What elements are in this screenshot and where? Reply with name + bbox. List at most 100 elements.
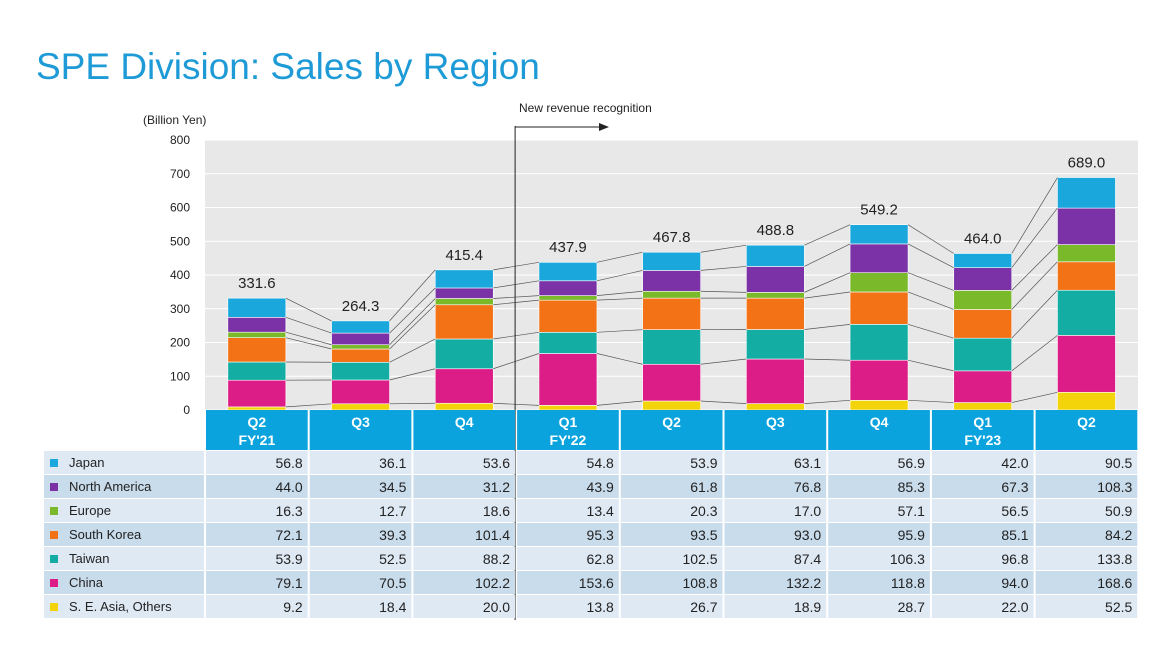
series-label: S. E. Asia, Others xyxy=(69,599,172,614)
table-value: 93.0 xyxy=(794,527,821,543)
bar-segment-china xyxy=(746,358,805,404)
connector-line xyxy=(493,299,539,306)
connector-line xyxy=(493,280,540,289)
table-cell xyxy=(931,499,1034,522)
connector-line xyxy=(285,337,332,350)
table-value: 12.7 xyxy=(379,503,406,519)
table-cell xyxy=(828,595,930,618)
y-tick-label: 0 xyxy=(183,403,190,417)
connector-line xyxy=(907,243,954,268)
table-row-label-cell xyxy=(44,595,204,618)
bar-segment-japan xyxy=(849,224,909,245)
bar-segment-china xyxy=(953,370,1013,403)
connector-line xyxy=(389,304,436,350)
table-cell xyxy=(309,499,412,522)
category-quarter-label: Q3 xyxy=(351,414,370,430)
table-value: 53.6 xyxy=(483,455,510,471)
table-cell xyxy=(206,571,308,594)
table-value: 133.8 xyxy=(1097,551,1132,567)
table-cell xyxy=(206,499,308,522)
bar-segment-south-korea xyxy=(746,297,805,330)
table-cell xyxy=(1035,595,1138,618)
legend-swatch xyxy=(50,483,58,491)
series-label: South Korea xyxy=(69,527,142,542)
connector-line xyxy=(804,323,851,330)
table-cell xyxy=(1035,523,1138,546)
connector-line xyxy=(389,298,436,345)
table-cell xyxy=(828,523,930,546)
bar-segment-south-korea xyxy=(849,291,909,325)
table-value: 57.1 xyxy=(898,503,925,519)
table-row-label-cell xyxy=(44,499,204,522)
table-value: 62.8 xyxy=(587,551,614,567)
table-cell xyxy=(517,475,619,498)
connector-line xyxy=(596,270,643,282)
bar-segment-japan xyxy=(434,269,494,289)
table-cell xyxy=(620,595,723,618)
bar-segment-north-america xyxy=(538,280,598,296)
connector-line xyxy=(596,297,643,301)
series-label: Taiwan xyxy=(69,551,109,566)
table-cell xyxy=(1035,571,1138,594)
y-tick-label: 200 xyxy=(170,336,190,350)
table-cell xyxy=(413,499,516,522)
table-row-label-cell xyxy=(44,547,204,570)
page-title: SPE Division: Sales by Region xyxy=(36,46,540,87)
table-value: 108.8 xyxy=(682,575,717,591)
connector-line xyxy=(907,291,954,310)
table-cell xyxy=(828,451,930,474)
table-cell xyxy=(1035,475,1138,498)
table-cell xyxy=(309,451,412,474)
connector-line xyxy=(804,291,851,299)
table-cell xyxy=(724,571,827,594)
bar-segment-china xyxy=(849,359,909,401)
category-header-cell xyxy=(931,410,1034,450)
connector-line xyxy=(285,297,332,322)
total-label: 488.8 xyxy=(757,222,795,239)
table-value: 18.9 xyxy=(794,599,821,615)
total-label: 331.6 xyxy=(238,275,276,292)
table-value: 20.3 xyxy=(690,503,717,519)
bar-segment-japan xyxy=(331,320,390,334)
table-value: 39.3 xyxy=(379,527,406,543)
category-header-cell xyxy=(724,410,827,450)
bar-segment-europe xyxy=(538,295,598,301)
bar-segment-taiwan xyxy=(331,361,390,381)
connector-line xyxy=(1011,289,1058,339)
table-cell xyxy=(828,571,930,594)
table-value: 72.1 xyxy=(275,527,302,543)
table-cell xyxy=(206,547,308,570)
bar-segment-europe xyxy=(434,298,494,306)
series-label: Europe xyxy=(69,503,111,518)
connector-line xyxy=(596,290,643,296)
table-value: 90.5 xyxy=(1105,455,1132,471)
bar-segment-s-e-asia-others xyxy=(849,400,909,411)
connector-line xyxy=(1011,207,1058,268)
bar-segment-north-america xyxy=(746,266,805,293)
connector-line xyxy=(907,324,954,339)
total-label: 264.3 xyxy=(342,298,380,315)
bar-segment-north-america xyxy=(434,287,494,299)
connector-line xyxy=(804,358,851,361)
table-value: 52.5 xyxy=(379,551,406,567)
table-cell xyxy=(517,451,619,474)
table-cell xyxy=(517,547,619,570)
bar-segment-south-korea xyxy=(538,299,598,333)
legend-swatch xyxy=(50,555,58,563)
table-cell xyxy=(1035,547,1138,570)
table-cell xyxy=(413,547,516,570)
category-quarter-label: Q1 xyxy=(973,414,992,430)
table-value: 85.3 xyxy=(898,479,925,495)
y-tick-label: 800 xyxy=(170,133,190,147)
bar-segment-japan xyxy=(746,244,805,267)
legend-swatch xyxy=(50,459,58,467)
table-value: 26.7 xyxy=(690,599,717,615)
table-cell xyxy=(206,451,308,474)
table-cell xyxy=(1035,451,1138,474)
category-quarter-label: Q1 xyxy=(559,414,578,430)
bar-segment-china xyxy=(331,379,390,405)
connector-line xyxy=(1011,177,1058,254)
category-header-cell xyxy=(309,410,412,450)
total-label: 415.4 xyxy=(445,247,483,264)
table-value: 50.9 xyxy=(1105,503,1132,519)
